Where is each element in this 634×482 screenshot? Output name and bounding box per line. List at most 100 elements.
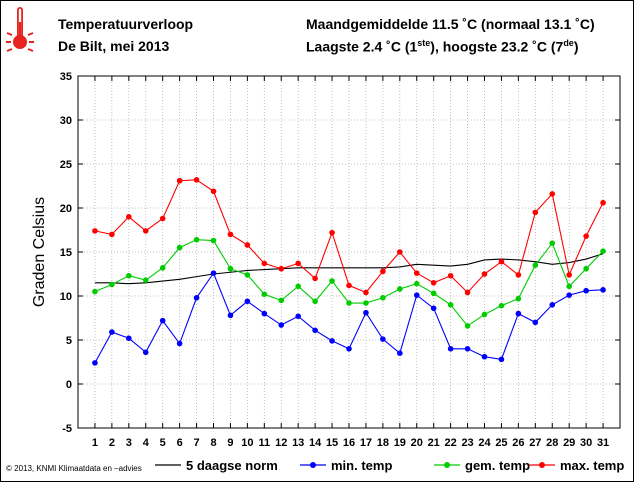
data-point-max-temp xyxy=(176,177,183,184)
data-point-max-temp xyxy=(346,282,352,289)
data-point-max-temp xyxy=(532,209,539,216)
data-point-gem-temp xyxy=(413,280,420,287)
legend-marker-max-temp xyxy=(539,462,545,468)
y-axis-ticks: -5 0 5 10 15 20 25 30 35 xyxy=(60,71,620,435)
x-tick-label: 3 xyxy=(126,437,132,449)
x-tick-label: 29 xyxy=(563,437,575,449)
data-point-min-temp xyxy=(515,310,522,317)
x-tick-label: 11 xyxy=(258,437,270,449)
y-tick-label: 5 xyxy=(66,335,72,347)
x-tick-label: 30 xyxy=(580,437,592,449)
data-point-max-temp xyxy=(312,275,318,282)
data-point-min-temp xyxy=(464,346,471,352)
data-point-gem-temp xyxy=(295,283,301,290)
data-point-gem-temp xyxy=(278,297,285,304)
data-point-gem-temp xyxy=(430,290,437,297)
data-point-max-temp xyxy=(244,242,251,248)
data-point-gem-temp xyxy=(142,277,149,283)
data-point-gem-temp xyxy=(498,302,505,309)
legend-marker-gem-temp xyxy=(444,462,450,468)
legend-label-min-temp: min. temp xyxy=(331,458,392,473)
x-tick-label: 12 xyxy=(275,437,287,449)
data-point-gem-temp xyxy=(346,300,352,306)
data-point-min-temp xyxy=(142,349,149,356)
x-tick-label: 25 xyxy=(495,437,507,449)
x-tick-label: 16 xyxy=(343,437,355,449)
x-tick-label: 27 xyxy=(529,437,541,449)
data-point-min-temp xyxy=(244,298,251,305)
data-point-min-temp xyxy=(227,312,234,319)
x-tick-label: 7 xyxy=(194,437,200,449)
data-point-min-temp xyxy=(210,270,217,276)
extremes-prefix: Laagste 2.4 ˚C (1 xyxy=(306,38,418,55)
extremes-text: Laagste 2.4 ˚C (1ste), hoogste 23.2 ˚C (… xyxy=(306,38,579,55)
x-tick-label: 2 xyxy=(109,437,115,449)
y-tick-label: 35 xyxy=(60,71,72,83)
x-axis-ticks: 1 2 3 4 5 6 7 8 9 10 11 12 13 14 15 16 17 18 19 20 21 22 23 24 2… xyxy=(92,76,609,449)
legend-marker-min-temp xyxy=(310,462,316,468)
x-tick-label: 19 xyxy=(394,437,406,449)
chart-title: Temperatuurverloop xyxy=(58,16,194,32)
extremes-sup-2: de xyxy=(563,38,574,48)
data-point-min-temp xyxy=(109,329,115,335)
data-point-gem-temp xyxy=(159,265,166,271)
data-point-min-temp xyxy=(346,346,352,352)
data-point-gem-temp xyxy=(244,272,251,278)
data-point-max-temp xyxy=(329,229,335,236)
data-point-gem-temp xyxy=(329,278,335,284)
x-tick-label: 8 xyxy=(210,437,216,449)
data-point-gem-temp xyxy=(583,265,589,272)
data-point-min-temp xyxy=(295,313,301,320)
y-tick-label: 25 xyxy=(60,159,72,171)
data-point-max-temp xyxy=(92,228,98,234)
data-point-gem-temp xyxy=(515,295,522,302)
data-point-gem-temp xyxy=(532,262,539,269)
data-point-min-temp xyxy=(126,335,132,342)
y-tick-label: -5 xyxy=(62,423,72,435)
data-point-min-temp xyxy=(261,310,268,317)
data-point-gem-temp xyxy=(464,323,471,329)
data-point-max-temp xyxy=(481,271,488,277)
data-point-max-temp xyxy=(549,191,556,197)
data-point-gem-temp xyxy=(549,240,556,246)
grid xyxy=(78,75,620,429)
data-point-min-temp xyxy=(583,287,589,294)
data-point-min-temp xyxy=(397,350,403,357)
data-point-max-temp xyxy=(159,215,166,222)
y-axis-label: Graden Celsius xyxy=(31,197,48,307)
data-point-gem-temp xyxy=(176,244,183,251)
data-point-gem-temp xyxy=(447,302,454,308)
data-point-max-temp xyxy=(430,280,437,286)
data-point-gem-temp xyxy=(92,288,98,295)
data-point-min-temp xyxy=(481,353,488,360)
x-tick-label: 20 xyxy=(411,437,423,449)
x-tick-label: 17 xyxy=(360,437,372,449)
y-tick-label: 30 xyxy=(60,115,72,127)
x-tick-label: 24 xyxy=(478,437,491,449)
data-point-max-temp xyxy=(583,233,589,239)
series xyxy=(92,177,606,366)
extremes-sup-1: ste xyxy=(417,38,431,48)
data-point-gem-temp xyxy=(566,283,572,290)
data-point-gem-temp xyxy=(481,311,488,318)
legend: 5 daagse norm min. temp gem. temp max. temp xyxy=(155,458,624,473)
data-point-gem-temp xyxy=(227,265,234,272)
credit-text: © 2013, KNMI Klimaatdata en –advies xyxy=(6,464,142,473)
data-point-min-temp xyxy=(92,360,98,366)
data-point-min-temp xyxy=(312,327,318,334)
data-point-max-temp xyxy=(566,272,572,278)
data-point-min-temp xyxy=(549,302,556,308)
data-point-min-temp xyxy=(600,287,606,293)
x-tick-label: 15 xyxy=(326,437,338,449)
data-point-max-temp xyxy=(380,268,386,275)
data-point-gem-temp xyxy=(126,272,132,279)
data-point-min-temp xyxy=(380,336,386,342)
data-point-gem-temp xyxy=(397,286,403,292)
data-point-min-temp xyxy=(566,292,572,298)
y-tick-label: 20 xyxy=(60,203,72,215)
data-point-min-temp xyxy=(193,294,200,301)
data-point-max-temp xyxy=(363,289,369,296)
data-point-max-temp xyxy=(142,228,149,234)
